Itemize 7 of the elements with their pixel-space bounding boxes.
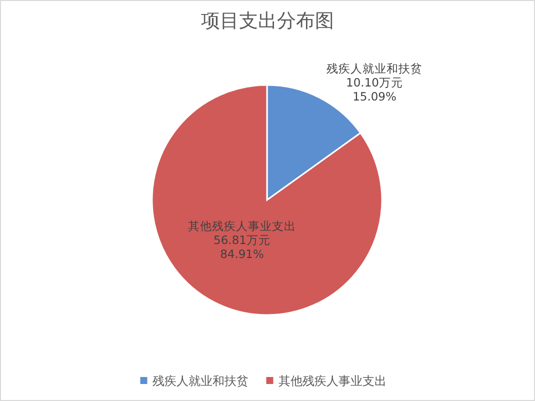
chart-title: 项目支出分布图 [201,10,334,32]
data-label: 56.81万元 84.91% [214,233,270,261]
slice-label: 残疾人就业和扶贫 [326,62,423,76]
legend-label: 其他残疾人事业支出 [278,374,386,388]
data-label: 10.10万元 15.09% [346,76,403,104]
legend-label: 残疾人就业和扶贫 [152,374,248,388]
slice-label: 其他残疾人事业支出 [188,219,296,233]
